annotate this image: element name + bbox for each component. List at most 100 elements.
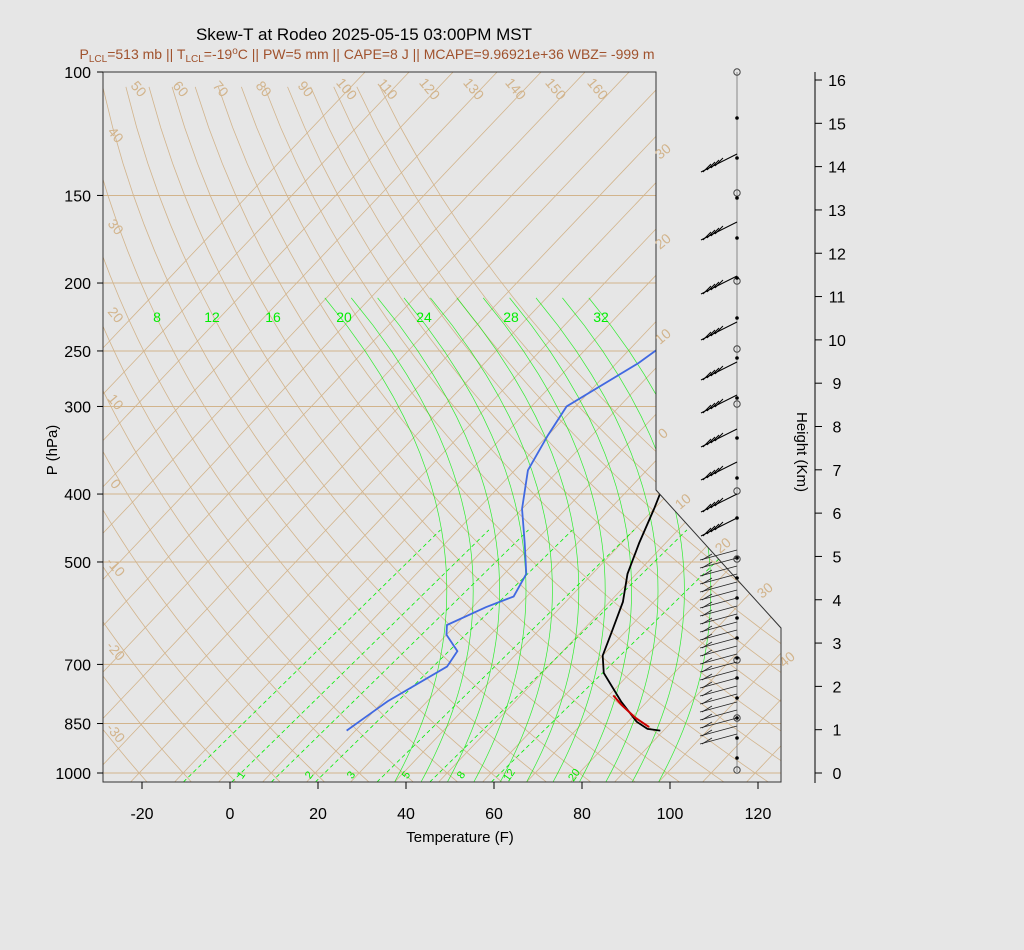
isotherm [103, 72, 630, 782]
mixing-ratio-label: 5 [400, 769, 413, 781]
wind-barb [699, 597, 738, 609]
isotherm [526, 72, 781, 782]
isotherm [103, 72, 674, 782]
height-tick-label: 2 [833, 679, 842, 696]
wind-barb [699, 653, 738, 665]
dry-adiabat-label: 110 [375, 75, 402, 103]
dry-adiabat-label: 40 [105, 124, 127, 146]
isotherm [791, 72, 1024, 782]
moist-adiabat-top-label: 24 [416, 309, 432, 325]
height-tick-label: 9 [833, 376, 842, 393]
isotherm [103, 72, 366, 782]
dry-adiabat-label: 60 [170, 78, 192, 100]
mixing-ratio-label: 2 [303, 769, 316, 781]
moist-adiabat [350, 297, 474, 782]
pressure-tick-label: 400 [64, 487, 91, 504]
wind-barb [700, 221, 738, 241]
wind-dot [735, 736, 739, 740]
wind-barb [699, 669, 738, 681]
pressure-tick-label: 200 [64, 276, 91, 293]
height-tick-label: 16 [828, 73, 846, 90]
isotherm [218, 72, 781, 782]
dry-adiabat [356, 86, 781, 782]
moist-adiabat-label: 30 [754, 579, 776, 601]
moist-adiabat-label: 10 [652, 325, 674, 347]
dry-adiabat [103, 86, 376, 782]
wind-dot [735, 156, 739, 160]
moist-adiabat-label: 40 [776, 648, 798, 670]
mixing-ratio-label: 8 [455, 769, 468, 781]
wind-barb [700, 275, 738, 295]
wind-barb [699, 573, 738, 585]
dry-adiabat [217, 86, 781, 782]
wind-barb [700, 321, 738, 341]
moist-adiabat [535, 297, 659, 782]
mixing-ratio-line [491, 529, 749, 782]
height-tick-label: 5 [833, 549, 842, 566]
dry-adiabat [103, 86, 331, 782]
wind-barb [700, 394, 738, 414]
temperature-tick-label: 120 [745, 806, 772, 823]
wind-barb [699, 589, 738, 601]
dry-adiabat [148, 86, 688, 782]
wind-barb [700, 153, 738, 173]
wind-barb [700, 493, 738, 513]
wind-barb [699, 637, 738, 649]
dry-adiabat [379, 86, 781, 782]
dry-adiabat [103, 86, 153, 782]
mixing-ratio-label: 1 [235, 769, 248, 781]
wind-barb [699, 733, 738, 745]
wind-barb [699, 701, 738, 713]
dry-adiabat [103, 86, 421, 782]
plot-frame [102, 71, 782, 783]
moist-adiabat-top-label: 20 [336, 309, 352, 325]
moist-adiabat-label: 20 [712, 534, 734, 556]
dry-adiabat [310, 86, 781, 782]
height-tick-label: 1 [833, 723, 842, 740]
pressure-tick-label: 500 [64, 555, 91, 572]
temperature-tick-label: 20 [309, 806, 327, 823]
wind-level-marker [733, 189, 741, 197]
isotherm [130, 72, 781, 782]
isotherm [835, 72, 1024, 782]
wind-barb [699, 725, 738, 737]
wind-level-marker [733, 345, 741, 353]
wind-barb [699, 605, 738, 617]
height-tick-label: 4 [833, 593, 842, 610]
dry-adiabat [103, 86, 465, 782]
dry-adiabat [103, 86, 242, 782]
wind-dot [735, 696, 739, 700]
dry-adiabat-label: 30 [105, 216, 127, 238]
wind-level-marker [733, 714, 741, 722]
moist-adiabat [588, 297, 712, 782]
moist-adiabat-top-label: 8 [153, 309, 161, 325]
dry-adiabat [240, 86, 781, 782]
wind-dot [735, 356, 739, 360]
dry-adiabat-label: 0 [107, 476, 124, 492]
dry-adiabat [287, 86, 781, 782]
dry-adiabat [194, 86, 778, 782]
moist-adiabat-top-label: 12 [204, 309, 220, 325]
wind-dot [735, 436, 739, 440]
mixing-ratio-label: 20 [566, 767, 583, 784]
pressure-tick-label: 700 [64, 657, 91, 674]
height-tick-label: 8 [833, 420, 842, 437]
temperature-tick-label: 100 [657, 806, 684, 823]
dry-adiabat [103, 86, 555, 782]
dry-adiabat-label: 90 [295, 78, 317, 100]
moist-adiabat [509, 297, 632, 782]
dry-adiabat [125, 86, 644, 782]
mixing-ratio-line [315, 529, 573, 782]
isotherm [438, 72, 781, 782]
wind-dot [735, 236, 739, 240]
isotherm [262, 72, 781, 782]
pressure-tick-label: 150 [64, 188, 91, 205]
wind-dot [735, 476, 739, 480]
moist-adiabat-top-label: 32 [593, 309, 609, 325]
height-tick-label: 15 [828, 116, 846, 133]
isotherm [103, 72, 542, 782]
dry-adiabat-label: 20 [105, 304, 127, 326]
isotherm [103, 72, 762, 782]
